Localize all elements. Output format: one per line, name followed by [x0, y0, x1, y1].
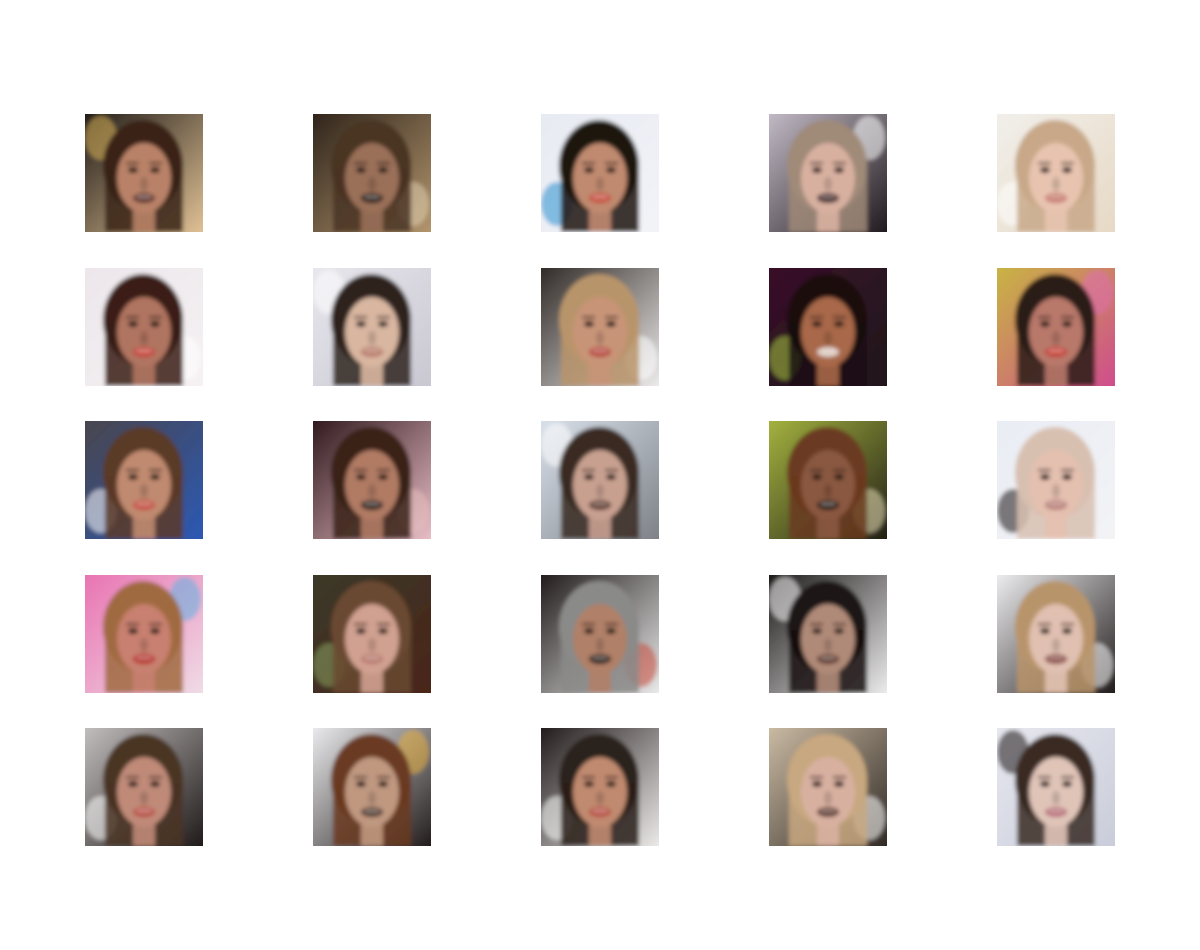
generated-face-image	[85, 575, 203, 693]
face-image-tile	[541, 268, 659, 386]
face-image-tile	[85, 728, 203, 846]
face-image-tile	[313, 728, 431, 846]
face-image-tile	[997, 268, 1115, 386]
face-image-tile	[769, 114, 887, 232]
face-image-tile	[769, 728, 887, 846]
generated-face-image	[541, 575, 659, 693]
generated-face-image	[997, 575, 1115, 693]
generated-face-image	[85, 114, 203, 232]
face-image-tile	[85, 421, 203, 539]
generated-face-image	[313, 728, 431, 846]
generated-face-image	[997, 421, 1115, 539]
face-image-tile	[313, 268, 431, 386]
generated-face-image	[313, 575, 431, 693]
face-image-tile	[769, 421, 887, 539]
generated-face-image	[541, 114, 659, 232]
face-image-tile	[85, 268, 203, 386]
face-image-tile	[313, 575, 431, 693]
generated-face-image	[541, 268, 659, 386]
generated-face-image	[997, 728, 1115, 846]
generated-face-image	[85, 268, 203, 386]
face-image-tile	[997, 575, 1115, 693]
face-image-tile	[541, 421, 659, 539]
generated-face-image	[769, 268, 887, 386]
face-image-tile	[997, 421, 1115, 539]
face-image-tile	[541, 575, 659, 693]
face-image-tile	[85, 114, 203, 232]
generated-face-image	[541, 421, 659, 539]
generated-face-image	[769, 114, 887, 232]
face-image-tile	[313, 421, 431, 539]
generated-face-image	[85, 421, 203, 539]
generated-face-image	[997, 114, 1115, 232]
generated-face-image	[769, 575, 887, 693]
generated-face-image	[313, 114, 431, 232]
generated-face-image	[997, 268, 1115, 386]
face-image-tile	[997, 114, 1115, 232]
generated-face-image	[85, 728, 203, 846]
face-image-tile	[769, 575, 887, 693]
face-image-tile	[541, 114, 659, 232]
face-image-tile	[997, 728, 1115, 846]
face-image-tile	[85, 575, 203, 693]
face-image-tile	[769, 268, 887, 386]
generated-face-image	[313, 421, 431, 539]
generated-face-image	[541, 728, 659, 846]
generated-face-image	[769, 421, 887, 539]
generated-face-image	[769, 728, 887, 846]
face-image-tile	[313, 114, 431, 232]
face-image-tile	[541, 728, 659, 846]
generated-face-image	[313, 268, 431, 386]
